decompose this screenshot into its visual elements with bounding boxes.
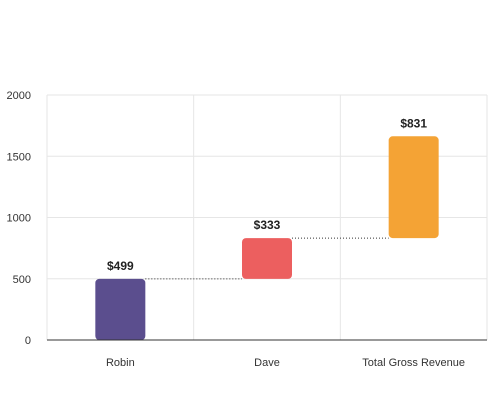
x-tick-label: Robin [106, 357, 135, 369]
data-label: $831 [400, 116, 427, 130]
y-tick-label: 500 [13, 274, 31, 286]
x-tick-label: Total Gross Revenue [362, 357, 465, 369]
y-tick-label: 2000 [7, 90, 31, 102]
data-label: $333 [254, 218, 281, 232]
bars [95, 136, 439, 340]
y-tick-label: 0 [25, 335, 31, 347]
bar-total-gross-revenue [388, 136, 439, 239]
data-label: $499 [107, 259, 134, 273]
y-tick-label: 1000 [7, 213, 31, 225]
bar-dave [242, 238, 292, 279]
data-labels: $499 $333 $831 [107, 116, 427, 273]
bar-robin [95, 278, 146, 340]
y-tick-label: 1500 [7, 151, 31, 163]
connector-lines [145, 237, 389, 280]
grid-lines [46, 94, 488, 340]
x-axis-labels: Robin Dave Total Gross Revenue [106, 357, 465, 369]
x-tick-label: Dave [254, 357, 280, 369]
y-axis-ticks: 0 500 1000 1500 2000 [7, 90, 31, 347]
